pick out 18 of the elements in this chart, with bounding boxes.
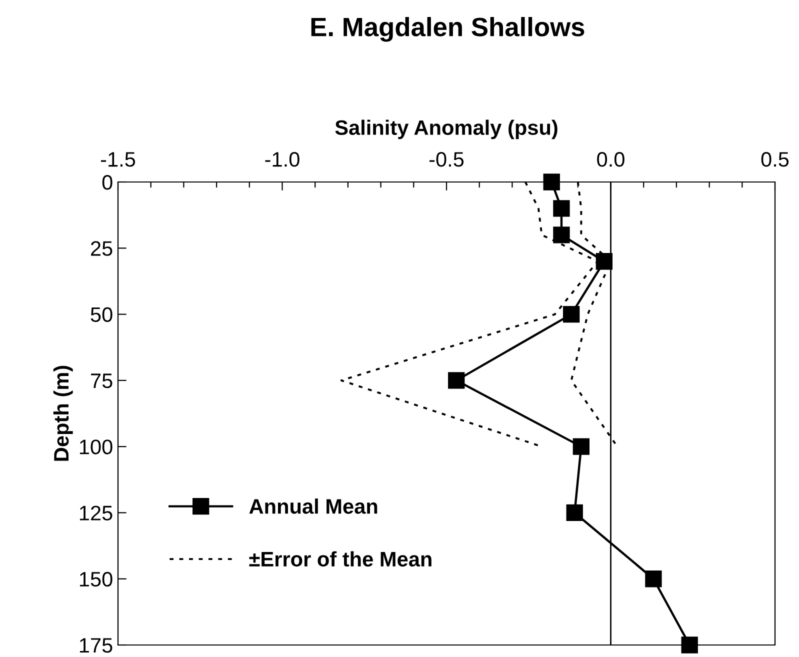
x-tick-label: -1.5 <box>100 152 136 167</box>
chart-title: E. Magdalen Shallows <box>311 17 584 42</box>
y-tick-label: 100 <box>80 440 112 454</box>
y-tick-label: 0 <box>102 175 112 190</box>
y-axis-title: Depth (m) <box>53 366 73 461</box>
y-tick-label: 150 <box>80 572 112 587</box>
y-tick-label: 75 <box>91 374 112 388</box>
y-tick-label: 175 <box>80 638 112 653</box>
y-tick-label: 50 <box>90 307 112 322</box>
x-tick-label: -1.0 <box>265 152 300 167</box>
x-tick-label: 0.0 <box>597 152 624 167</box>
y-tick-label: 125 <box>80 506 112 520</box>
legend-label: Annual Mean <box>249 498 378 514</box>
x-tick-label: 0.5 <box>761 152 789 167</box>
x-tick-label: -0.5 <box>429 152 464 167</box>
legend-label: ±Error of the Mean <box>249 551 432 567</box>
y-tick-label: 25 <box>91 241 112 256</box>
x-axis-title: Salinity Anomaly (psu) <box>335 120 558 140</box>
